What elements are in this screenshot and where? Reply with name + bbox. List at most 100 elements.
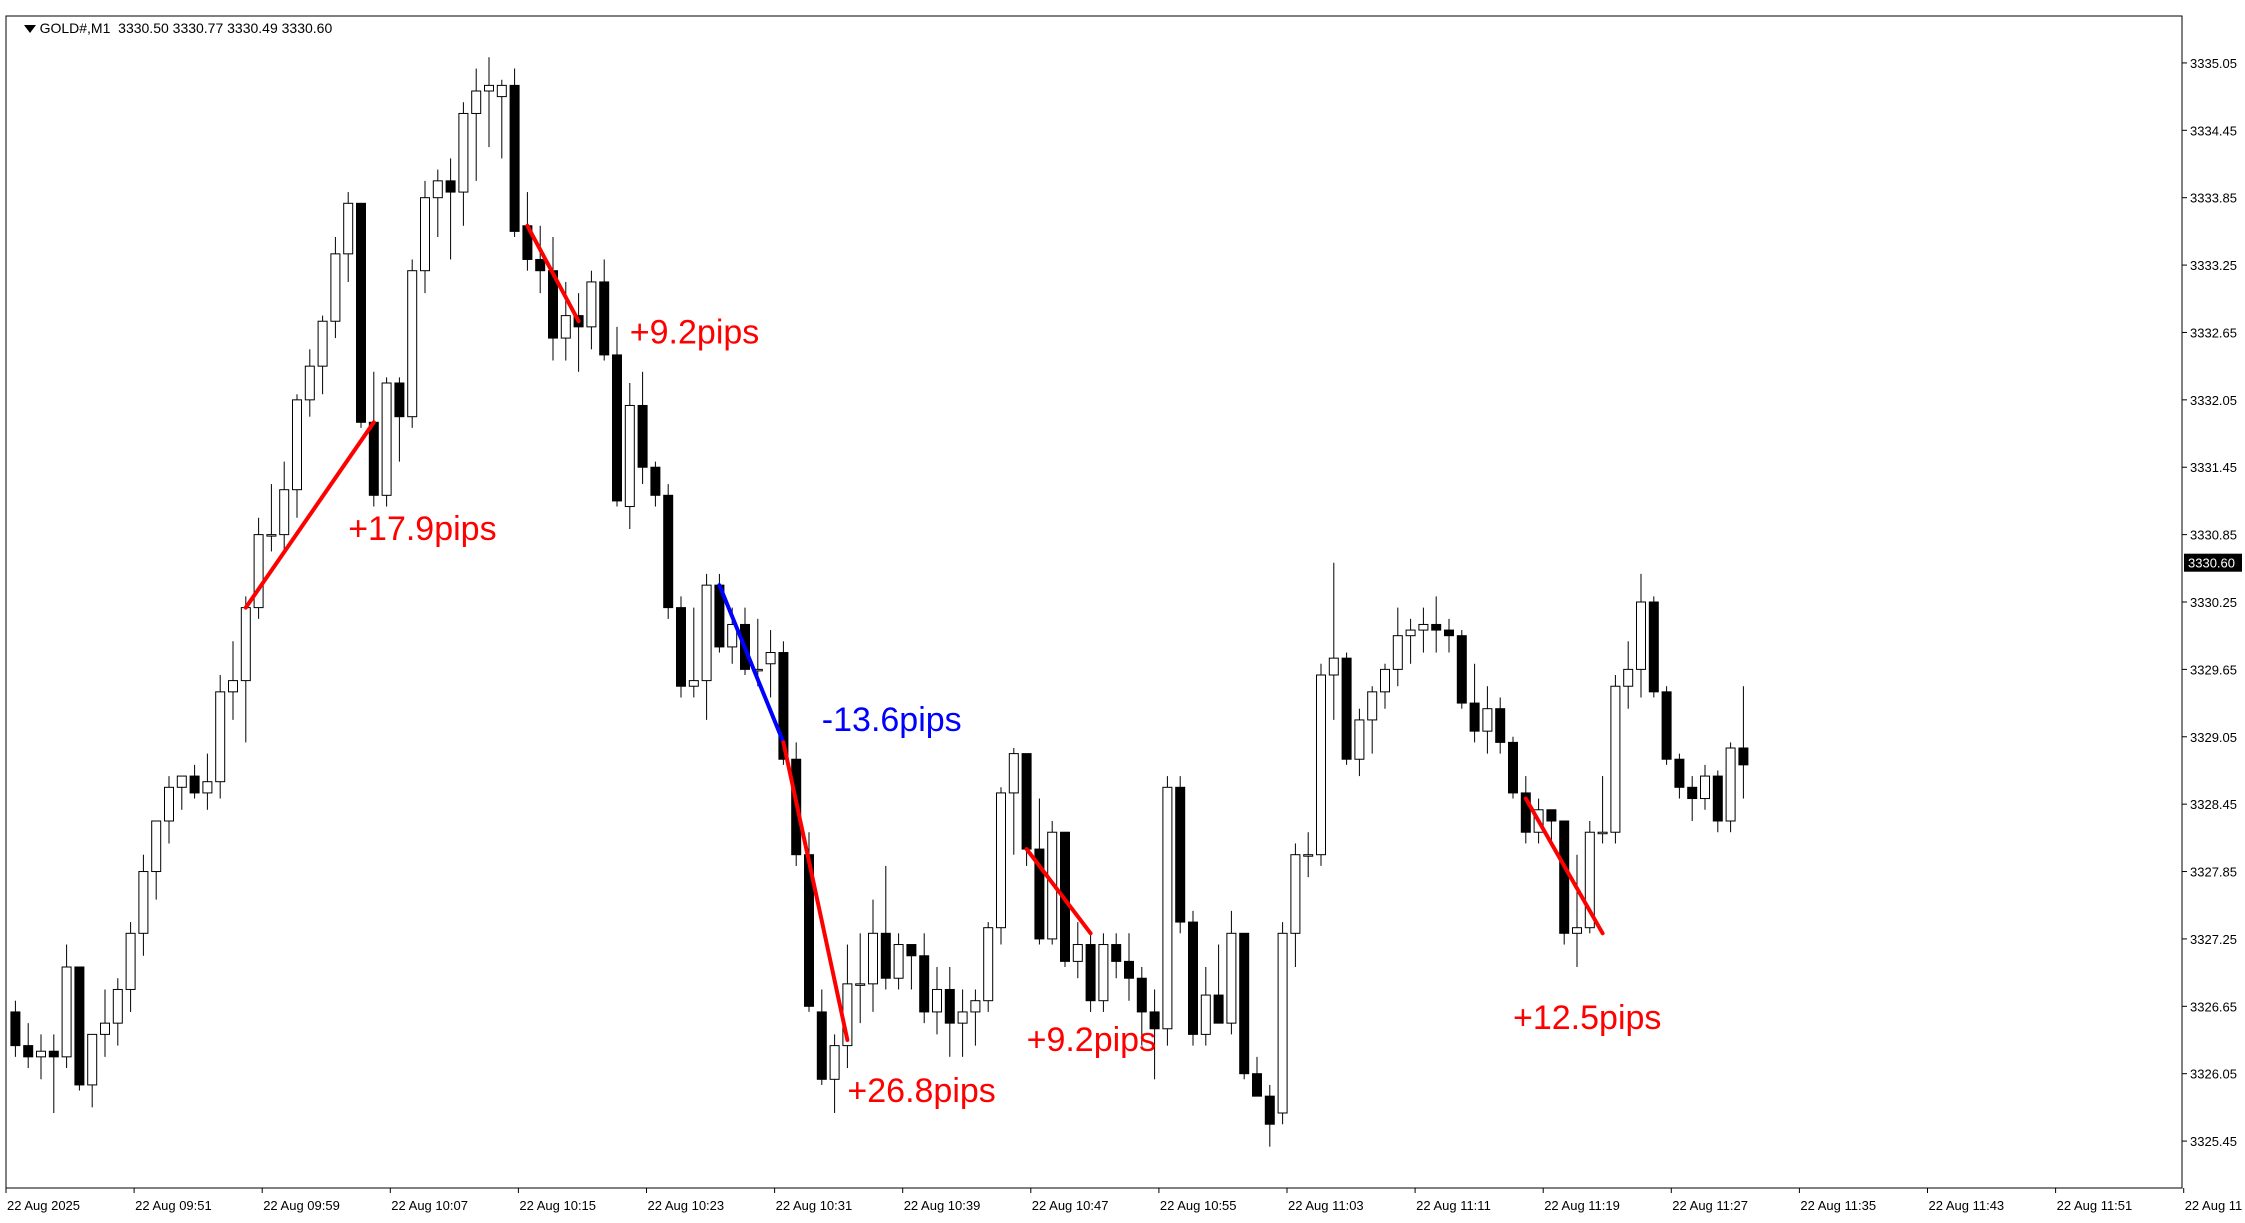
candle bbox=[1316, 663, 1326, 866]
trend-line[interactable] bbox=[717, 583, 786, 745]
candle-body-bull bbox=[138, 871, 149, 934]
candle-body-bull bbox=[151, 820, 162, 873]
price-label: 3332.05 bbox=[2190, 393, 2237, 408]
candle-body-bull bbox=[292, 399, 302, 491]
candle bbox=[1520, 776, 1531, 844]
candle-body-bull bbox=[1367, 691, 1378, 721]
candle-body-bull bbox=[1290, 854, 1301, 934]
chart-header: GOLD#,M1 3330.50 3330.77 3330.49 3330.60 bbox=[8, 4, 332, 52]
candle-body-bear bbox=[944, 988, 955, 1024]
candle bbox=[509, 68, 520, 237]
candle-body-bear bbox=[650, 466, 661, 496]
time-label: 22 Aug 10:15 bbox=[519, 1198, 596, 1213]
candle-body-bull bbox=[253, 534, 264, 609]
candle bbox=[1149, 989, 1160, 1080]
price-label: 3330.25 bbox=[2190, 595, 2237, 610]
candle-body-bull bbox=[304, 365, 315, 401]
candle bbox=[36, 1034, 46, 1080]
candle bbox=[304, 349, 315, 417]
candle bbox=[23, 1023, 34, 1069]
candle bbox=[1367, 686, 1378, 754]
trend-line[interactable] bbox=[1523, 796, 1605, 936]
candle-body-bull bbox=[1098, 944, 1109, 1002]
candle bbox=[1687, 776, 1698, 821]
candle bbox=[1431, 596, 1442, 653]
candle bbox=[458, 102, 469, 226]
time-label: 22 Aug 09:51 bbox=[135, 1198, 212, 1213]
candle-body-bull bbox=[996, 792, 1006, 929]
candle-body-bear bbox=[368, 421, 379, 496]
candle bbox=[612, 326, 622, 507]
candle bbox=[151, 820, 162, 900]
time-label: 22 Aug 11:35 bbox=[1800, 1198, 1876, 1213]
candle bbox=[1712, 770, 1723, 833]
price-label: 3331.45 bbox=[2190, 460, 2237, 475]
trend-line[interactable] bbox=[1024, 847, 1093, 936]
candle-body-bull bbox=[496, 84, 507, 98]
candle bbox=[701, 573, 712, 720]
time-label: 22 Aug 10:47 bbox=[1032, 1198, 1109, 1213]
candle bbox=[688, 607, 699, 698]
candle-body-bear bbox=[906, 944, 917, 957]
time-label: 22 Aug 2025 bbox=[7, 1198, 80, 1213]
pips-label: +9.2pips bbox=[630, 314, 760, 352]
candle-body-bear bbox=[10, 1011, 21, 1047]
candle bbox=[10, 1000, 21, 1057]
candle-body-bear bbox=[1431, 623, 1442, 631]
candle-body-bull bbox=[1418, 623, 1429, 631]
candle bbox=[868, 899, 878, 1012]
candle-body-bull bbox=[983, 927, 994, 1002]
candle bbox=[1508, 736, 1518, 799]
trend-line[interactable] bbox=[243, 420, 376, 610]
candle bbox=[1290, 843, 1301, 967]
candle bbox=[356, 202, 366, 428]
candle-body-bull bbox=[688, 680, 699, 687]
candle bbox=[1111, 933, 1122, 979]
candle bbox=[343, 192, 354, 282]
price-scale[interactable]: 3335.05 3334.45 3333.85 3333.25 3332.65 3332.… bbox=[2182, 56, 2242, 1149]
candle bbox=[1085, 933, 1096, 1012]
candle-body-bull bbox=[624, 404, 635, 508]
candle-body-bull bbox=[1597, 831, 1608, 835]
candle bbox=[1482, 686, 1493, 754]
candle-body-bull bbox=[125, 932, 136, 990]
candle bbox=[1648, 596, 1659, 698]
candle bbox=[368, 371, 379, 507]
candle-body-bear bbox=[48, 1050, 59, 1058]
candle bbox=[829, 1034, 840, 1113]
candle-body-bear bbox=[189, 775, 200, 794]
candle bbox=[1226, 910, 1237, 1035]
candle bbox=[842, 944, 853, 1069]
candle-body-bull bbox=[765, 652, 776, 665]
candle-body-bear bbox=[445, 180, 456, 193]
trend-line[interactable] bbox=[525, 223, 581, 324]
price-label: 3334.45 bbox=[2190, 123, 2237, 138]
candle-body-bull bbox=[893, 944, 904, 979]
candle-body-bull bbox=[1226, 932, 1237, 1024]
candle bbox=[1354, 708, 1365, 777]
candle bbox=[599, 259, 610, 361]
candle-body-bull bbox=[1328, 657, 1339, 676]
candle-body-bull bbox=[471, 90, 482, 114]
candle-body-bear bbox=[1085, 944, 1096, 1002]
candle bbox=[240, 596, 251, 743]
candle bbox=[1559, 820, 1570, 945]
candle-body-bear bbox=[1252, 1073, 1262, 1097]
candle-body-bull bbox=[1482, 708, 1493, 732]
candle-body-bear bbox=[612, 354, 622, 502]
candle-body-bull bbox=[1008, 753, 1019, 794]
pips-label: +17.9pips bbox=[348, 510, 496, 548]
candle-body-bear bbox=[1021, 753, 1032, 850]
candle bbox=[176, 775, 187, 810]
price-label: 3330.85 bbox=[2190, 528, 2237, 543]
candle-body-bull bbox=[330, 253, 341, 322]
dropdown-triangle-icon[interactable] bbox=[23, 25, 36, 34]
candle bbox=[535, 225, 546, 294]
trend-line[interactable] bbox=[781, 740, 850, 1042]
time-label: 22 Aug 09:59 bbox=[263, 1198, 340, 1213]
candle-body-bull bbox=[164, 786, 174, 822]
time-axis[interactable]: 22 Aug 2025 22 Aug 09:51 22 Aug 09:59 22 Au… bbox=[5, 1188, 2242, 1213]
candle-body-bear bbox=[1648, 601, 1659, 693]
